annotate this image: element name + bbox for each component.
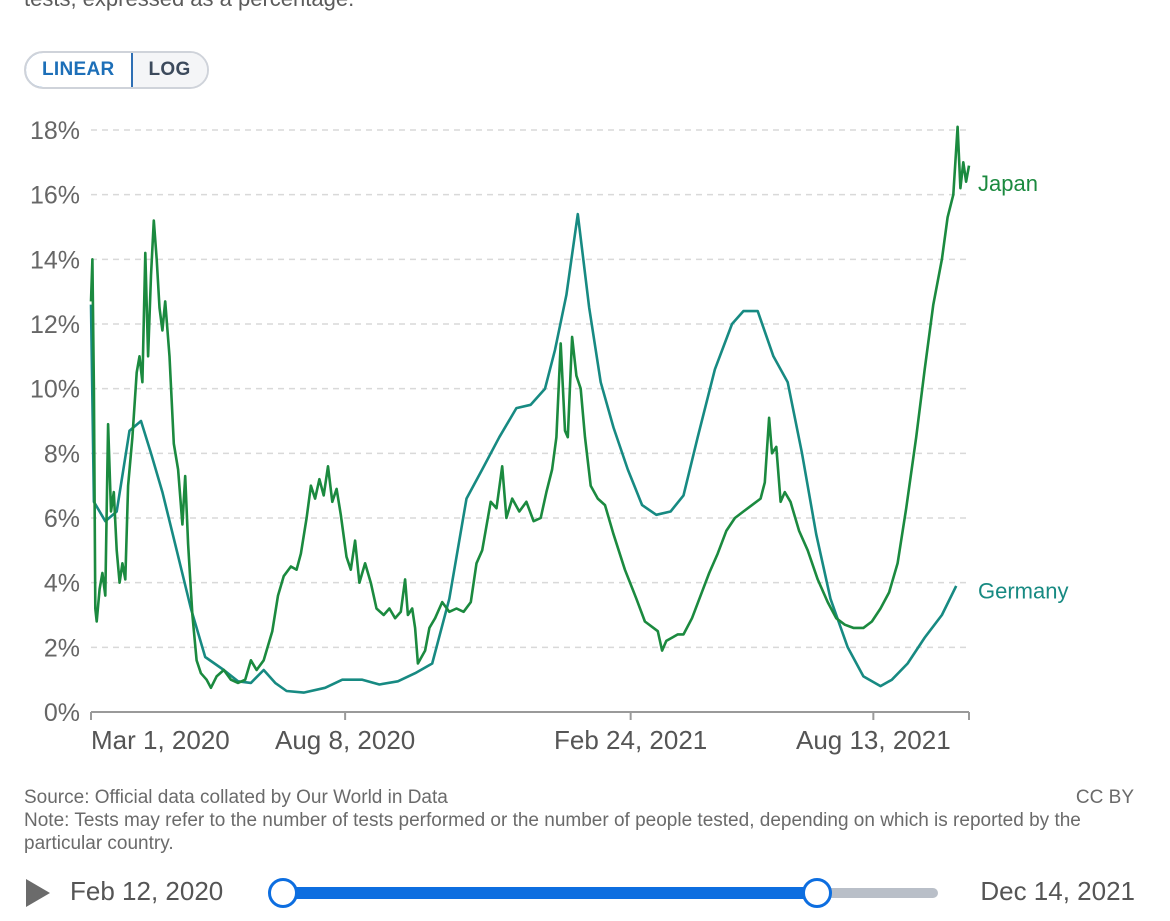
chart-subtitle: tests, expressed as a percentage. <box>24 0 354 12</box>
timeline-start-handle[interactable] <box>268 878 298 908</box>
license-link[interactable]: CC BY <box>1075 787 1134 808</box>
y-tick-label: 12% <box>30 311 80 339</box>
play-icon[interactable] <box>26 879 50 907</box>
timeline-end-handle[interactable] <box>802 878 832 908</box>
source-text: Source: Official data collated by Our Wo… <box>24 787 448 808</box>
line-chart: 0% 2% 4% 6% 8% 10% 12% 14% 16% 18% Mar 1, 2020 Aug… <box>30 117 1069 755</box>
timeline-end-label: Dec 14, 2021 <box>980 876 1135 906</box>
note-text: Note: Tests may refer to the number of t… <box>24 810 1081 854</box>
chart-footer: Source: Official data collated by Our Wo… <box>24 786 1134 855</box>
y-tick-label: 16% <box>30 182 80 210</box>
y-tick-label: 8% <box>44 440 80 468</box>
y-axis-ticks: 0% 2% 4% 6% 8% 10% 12% 14% 16% 18% <box>30 117 80 727</box>
series-label-germany: Germany <box>978 578 1068 603</box>
x-axis: Mar 1, 2020 Aug 8, 2020 Feb 24, 2021 Aug 13… <box>90 711 970 755</box>
timeline-slider: Feb 12, 2020 Dec 14, 2021 <box>0 870 1170 916</box>
y-tick-label: 6% <box>44 505 80 533</box>
series-line-japan <box>89 125 971 690</box>
x-tick-label: Aug 8, 2020 <box>275 725 415 755</box>
y-tick-label: 18% <box>30 117 80 145</box>
x-tick-label: Aug 13, 2021 <box>796 725 951 755</box>
y-tick-label: 10% <box>30 376 80 404</box>
gridlines <box>91 129 969 649</box>
log-scale-button[interactable]: LOG <box>132 53 207 87</box>
series-lines <box>89 125 971 694</box>
y-tick-label: 4% <box>44 570 80 598</box>
series-line-germany <box>89 212 958 694</box>
y-tick-label: 2% <box>44 634 80 662</box>
x-tick-label: Feb 24, 2021 <box>554 725 707 755</box>
scale-toggle: LINEAR LOG <box>24 51 209 89</box>
y-tick-label: 0% <box>44 699 80 727</box>
series-label-japan: Japan <box>978 171 1038 196</box>
x-tick-label: Mar 1, 2020 <box>91 725 230 755</box>
linear-scale-button[interactable]: LINEAR <box>25 53 133 87</box>
timeline-selected-range <box>282 887 816 899</box>
timeline-start-label: Feb 12, 2020 <box>70 876 224 906</box>
series-labels: Japan Germany <box>978 171 1068 603</box>
y-tick-label: 14% <box>30 246 80 274</box>
